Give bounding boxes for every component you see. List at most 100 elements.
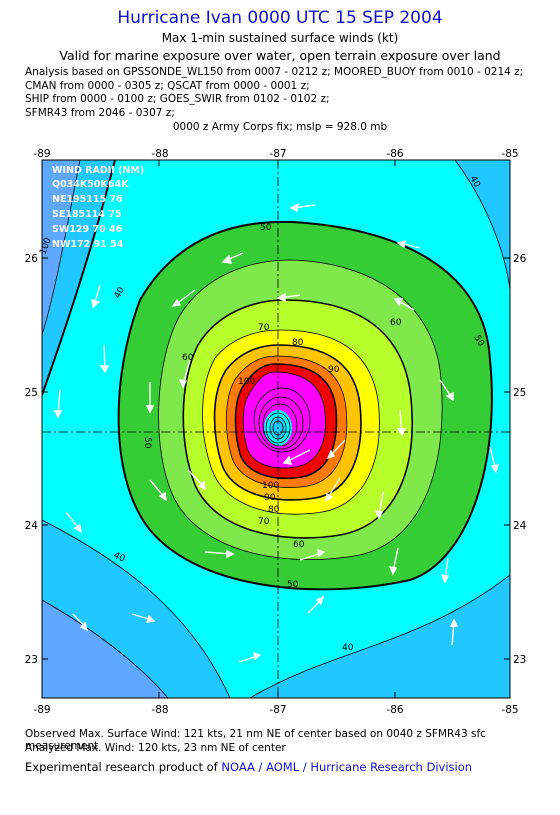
lat-tick-label: 23: [25, 654, 38, 666]
contour-label: 100: [262, 481, 279, 491]
credit-org-link[interactable]: NOAA / AOML / Hurricane Research Divisio…: [221, 760, 473, 774]
lon-tick-label: -87: [269, 148, 286, 160]
wind-arrow: [171, 289, 196, 307]
wind-arrow: [145, 382, 155, 414]
contour-label: 70: [258, 323, 270, 333]
wind-arrow: [289, 202, 316, 213]
wind-arrow: [238, 651, 262, 663]
analysis-line: SHIP from 0000 - 0100 z; GOES_SWIR from …: [25, 93, 330, 106]
lon-tick-label: -86: [386, 148, 403, 160]
analysis-line: SFMR43 from 2046 - 0307 z;: [25, 106, 175, 119]
contour-label: 60: [182, 353, 194, 363]
lat-tick-label: 23: [513, 654, 526, 666]
wind-arrow: [489, 446, 499, 474]
contour-label: 40: [112, 551, 127, 565]
subtitle-winds: Max 1-min sustained surface winds (kt): [161, 31, 399, 45]
wind-arrow: [65, 511, 82, 534]
wind-arrow: [149, 479, 167, 502]
lat-tick-label: 24: [513, 520, 527, 532]
wind-arrow: [326, 439, 346, 460]
credit-prefix: Experimental research product of: [25, 760, 218, 774]
zone-30-sw: [42, 600, 168, 698]
lat-tick-label: 25: [25, 387, 38, 399]
wind-arrow: [440, 557, 450, 584]
wind-arrow: [178, 359, 191, 389]
lat-labels-right: 26 25 24 23: [513, 253, 527, 666]
lon-tick-label: -89: [33, 704, 50, 716]
wind-arrow: [91, 284, 101, 309]
wind-radii-row: SE185114 75: [52, 209, 122, 220]
wind-arrow: [374, 491, 384, 520]
contour-label: 100: [238, 377, 255, 387]
wind-arrow: [307, 595, 325, 614]
zone-30-west: [42, 160, 80, 335]
contour-label: 80: [268, 505, 280, 515]
wind-arrow: [72, 613, 89, 632]
wind-arrow: [439, 379, 454, 402]
contour-label: 50: [142, 437, 152, 449]
analyzed-max-wind: Analyzed Max. Wind: 120 kts, 23 nm NE of…: [25, 742, 286, 754]
observed-max-wind: Observed Max. Surface Wind: 121 kts, 21 …: [25, 728, 486, 752]
contour-labels: 40 50 60 70 80 90 100 50 60 70 80 90 100…: [38, 175, 486, 654]
wind-radii-row: SW129 70 46: [52, 224, 123, 235]
wind-arrow: [299, 548, 326, 561]
lat-tick-label: 26: [513, 253, 527, 265]
credit-line: Experimental research product of NOAA / …: [25, 760, 472, 774]
wind-arrow: [393, 298, 415, 311]
page-title: Hurricane Ivan 0000 UTC 15 SEP 2004: [117, 8, 443, 28]
wind-radii-row: NE195115 76: [52, 194, 123, 205]
contour-label: 90: [328, 365, 340, 375]
lon-tick-label: -87: [269, 704, 286, 716]
contour-label: 60: [390, 318, 402, 328]
lat-labels-left: 26 25 24 23: [25, 253, 39, 666]
contour-label: 70: [258, 517, 270, 527]
wind-arrow: [449, 618, 459, 646]
wind-arrow: [131, 613, 156, 623]
contour-label: 50: [287, 580, 299, 590]
wind-radii-row: NW172 91 54: [52, 239, 124, 250]
wind-arrow: [204, 549, 235, 559]
contour-label: 90: [264, 493, 276, 503]
contour-lines: [42, 160, 510, 698]
analysis-line: Analysis based on GPSSONDE_WL150 from 00…: [25, 66, 524, 78]
wind-arrow: [396, 240, 421, 249]
subtitle-exposure: Valid for marine exposure over water, op…: [59, 48, 501, 63]
map-frame: [41, 159, 511, 699]
contour-label: 60: [293, 540, 305, 550]
wind-arrow: [187, 469, 206, 491]
wind-radii-title: WIND RADII (NM): [52, 165, 144, 176]
analysis-sources: Analysis based on GPSSONDE_WL150 from 00…: [25, 66, 523, 120]
wind-arrow: [53, 389, 63, 419]
wind-map: 40 50 60 70 80 90 100 50 60 70 80 90 100…: [25, 148, 527, 716]
lon-tick-label: -89: [33, 148, 50, 160]
contour-label: 40: [342, 643, 354, 653]
wind-arrow: [99, 344, 110, 374]
lon-tick-label: -86: [386, 704, 403, 716]
wind-arrow: [282, 449, 311, 465]
wind-arrow: [276, 292, 301, 303]
lon-labels-top: -89 -88 -87 -86 -85: [33, 148, 518, 160]
contour-label: 40: [113, 285, 127, 300]
wind-radii-header: Q034K50K64K: [52, 179, 129, 190]
analysis-line: CMAN from 0000 - 0305 z; QSCAT from 0000…: [25, 79, 310, 92]
fix-line: 0000 z Army Corps fix; mslp = 928.0 mb: [172, 121, 388, 133]
contour-label: 50: [260, 223, 272, 233]
wind-arrow: [396, 409, 407, 437]
lon-tick-label: -85: [501, 704, 518, 716]
lon-tick-label: -88: [151, 704, 168, 716]
lat-tick-label: 26: [25, 253, 39, 265]
wind-arrows: [53, 202, 499, 663]
lon-labels-bottom: -89 -88 -87 -86 -85: [33, 704, 518, 716]
lon-tick-label: -88: [151, 148, 168, 160]
zone-40-ne: [455, 160, 510, 290]
lat-tick-label: 25: [513, 387, 526, 399]
contour-label: 80: [292, 338, 304, 348]
wind-arrow: [221, 252, 244, 264]
lon-tick-label: -85: [501, 148, 518, 160]
center-crosshair: [42, 160, 510, 698]
wind-radii-box: WIND RADII (NM) Q034K50K64K NE195115 76 …: [52, 165, 144, 250]
wind-arrow: [388, 547, 399, 576]
lat-tick-label: 24: [25, 520, 39, 532]
tick-marks: [41, 160, 511, 698]
wind-arrow: [325, 477, 341, 503]
